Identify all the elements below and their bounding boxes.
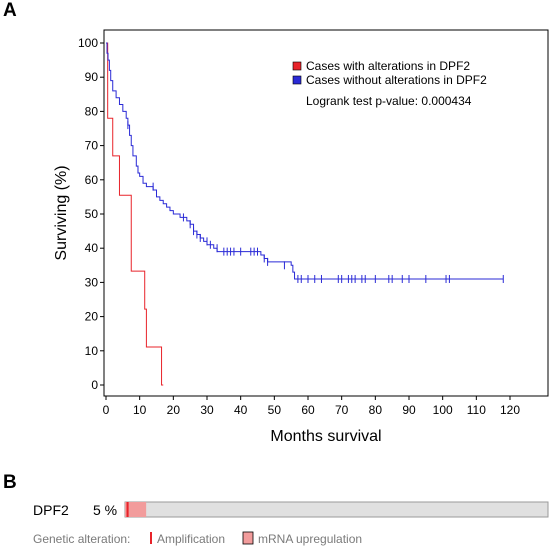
y-tick-label: 100 (78, 36, 98, 50)
panel-label-a: A (3, 0, 17, 21)
plot-frame (103, 29, 549, 397)
oncoprint-track (124, 501, 549, 518)
y-axis-title: Surviving (%) (53, 165, 70, 260)
y-tick-label: 60 (85, 173, 99, 187)
x-tick-label: 100 (433, 403, 453, 417)
y-tick-label: 0 (91, 378, 98, 392)
y-tick-label: 30 (85, 275, 99, 289)
y-tick-label: 40 (85, 241, 99, 255)
legend-swatch-altered (292, 61, 302, 71)
x-tick-label: 40 (234, 403, 248, 417)
x-tick-label: 20 (167, 403, 181, 417)
legend-label-unaltered: Cases without alterations in DPF2 (306, 73, 487, 87)
y-tick-label: 20 (85, 310, 99, 324)
y-tick-label: 50 (85, 207, 99, 221)
logrank-text: Logrank test p-value: 0.000434 (306, 94, 472, 108)
x-tick-label: 10 (133, 403, 147, 417)
mrna-legend-swatch (242, 531, 254, 545)
genetic-alteration-label: Genetic alteration: (33, 532, 130, 546)
mrna-legend-label: mRNA upregulation (258, 532, 362, 546)
x-tick-label: 90 (402, 403, 416, 417)
y-tick-label: 80 (85, 104, 99, 118)
x-tick-label: 120 (500, 403, 520, 417)
x-axis-title: Months survival (270, 428, 381, 445)
y-axis: 0 10 20 30 40 50 60 70 80 90 100 (78, 36, 104, 392)
amplification-legend-label: Amplification (157, 532, 225, 546)
x-tick-label: 60 (301, 403, 315, 417)
y-tick-label: 10 (85, 344, 99, 358)
mrna-upregulation-bar (125, 502, 147, 517)
x-tick-label: 80 (369, 403, 383, 417)
x-tick-label: 70 (335, 403, 349, 417)
x-tick-label: 30 (200, 403, 214, 417)
alteration-percent: 5 % (93, 502, 117, 518)
x-axis: 0 10 20 30 40 50 60 70 80 90 100 110 120 (103, 396, 520, 417)
legend-label-altered: Cases with alterations in DPF2 (306, 59, 470, 73)
y-tick-label: 90 (85, 70, 99, 84)
survival-curve-altered (106, 42, 164, 386)
x-tick-label: 110 (467, 403, 486, 417)
amplification-bar (126, 502, 129, 517)
legend-swatch-unaltered (292, 75, 302, 85)
gene-name: DPF2 (33, 502, 69, 518)
panel-label-b: B (3, 472, 17, 493)
y-tick-label: 70 (85, 139, 99, 153)
x-tick-label: 50 (268, 403, 282, 417)
x-tick-label: 0 (103, 403, 110, 417)
plot-area (106, 42, 504, 386)
